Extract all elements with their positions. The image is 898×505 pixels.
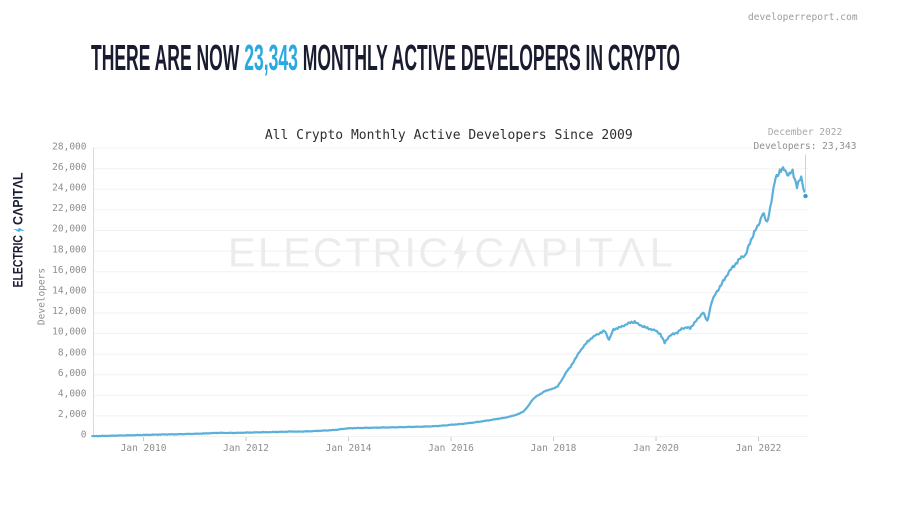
y-tick-label: 18,000 [52, 244, 87, 255]
site-url-label: developerreport.com [748, 12, 858, 23]
latest-point-dot [803, 193, 808, 199]
y-tick-label: 24,000 [52, 183, 87, 194]
x-tick-label: Jan 2016 [428, 443, 474, 454]
watermark: ELECTRIC CΛPITΛL [228, 230, 673, 276]
y-tick-label: 26,000 [52, 162, 87, 173]
x-tick-label: Jan 2012 [223, 443, 269, 454]
headline-highlight-number: 23,343 [244, 37, 298, 78]
gridlines [93, 147, 808, 437]
x-tick-label: Jan 2014 [326, 443, 372, 454]
y-tick-label: 22,000 [52, 203, 87, 214]
x-tick-label: Jan 2010 [121, 443, 167, 454]
y-tick-label: 20,000 [52, 224, 87, 235]
developers-series-line [91, 166, 806, 438]
annotation-date: December 2022 [768, 127, 842, 138]
brand-left-word: ELECTRIC [10, 235, 26, 288]
y-tick-label: 28,000 [52, 141, 87, 152]
x-ticks: Jan 2010 Jan 2012 Jan 2014 Jan 2016 Jan 2018… [121, 437, 782, 454]
watermark-left-word: ELECTRIC [228, 230, 448, 276]
headline-prefix: THERE ARE NOW [91, 37, 245, 78]
brand-wordmark: ELECTRIC CΛPITΛL [10, 172, 26, 287]
y-tick-label: 0 [81, 430, 87, 441]
chart-title: All Crypto Monthly Active Developers Sin… [265, 128, 633, 143]
y-tick-label: 12,000 [52, 306, 87, 317]
annotation-value: Developers: 23,343 [754, 141, 857, 152]
brand-right-word: CΛPITΛL [10, 172, 26, 225]
x-tick-label: Jan 2020 [633, 443, 679, 454]
lightning-bolt-icon [453, 235, 468, 270]
y-tick-label: 8,000 [58, 347, 87, 358]
y-axis-title: Developers [37, 268, 48, 325]
watermark-right-word: CΛPITΛL [475, 230, 673, 276]
y-tick-label: 4,000 [58, 389, 87, 400]
y-tick-label: 10,000 [52, 327, 87, 338]
y-tick-label: 2,000 [58, 409, 87, 420]
y-tick-label: 6,000 [58, 368, 87, 379]
lightning-bolt-icon [13, 227, 25, 233]
x-tick-label: Jan 2018 [531, 443, 577, 454]
y-tick-labels: 0 2,000 4,000 6,000 8,000 10,000 12,000 14,000 1… [52, 141, 87, 440]
x-tick-label: Jan 2022 [736, 443, 782, 454]
headline-suffix: MONTHLY ACTIVE DEVELOPERS IN CRYPTO [297, 37, 680, 78]
y-tick-label: 14,000 [52, 286, 87, 297]
page-title: THERE ARE NOW 23,343 MONTHLY ACTIVE DEVE… [91, 40, 680, 76]
y-tick-label: 16,000 [52, 265, 87, 276]
